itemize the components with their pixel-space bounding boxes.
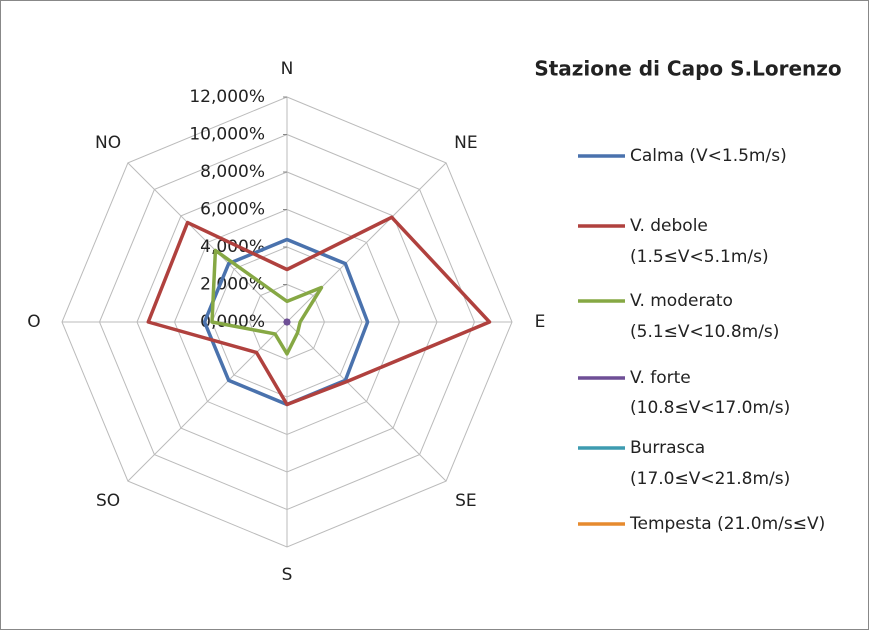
legend-label: Burrasca (17.0≤V<21.8m/s) bbox=[630, 438, 790, 489]
tick-label: 12,000% bbox=[189, 87, 265, 107]
tick-label: 10,000% bbox=[189, 125, 265, 145]
tick-label: 6,000% bbox=[200, 200, 265, 220]
tick-label: 0,000% bbox=[200, 312, 265, 332]
legend-line: V. moderato bbox=[630, 291, 733, 311]
category-label: SE bbox=[455, 491, 477, 511]
legend-line: (5.1≤V<10.8m/s) bbox=[630, 322, 779, 342]
tick-label: 8,000% bbox=[200, 162, 265, 182]
legend-line: V. debole bbox=[630, 216, 708, 236]
spoke bbox=[286, 162, 447, 323]
series-line bbox=[146, 215, 492, 407]
legend-line: Burrasca bbox=[630, 438, 705, 458]
legend-line: (17.0≤V<21.8m/s) bbox=[630, 469, 790, 489]
spoke bbox=[286, 321, 447, 482]
legend-line: (1.5≤V<5.1m/s) bbox=[630, 247, 769, 267]
spoke bbox=[127, 321, 288, 482]
category-label: N bbox=[281, 59, 294, 79]
spoke bbox=[127, 162, 288, 323]
legend-line: (10.8≤V<17.0m/s) bbox=[630, 398, 790, 418]
series-line bbox=[283, 318, 291, 326]
category-label: O bbox=[27, 312, 40, 332]
legend-label: V. debole (1.5≤V<5.1m/s) bbox=[630, 216, 769, 267]
legend-label: V. moderato (5.1≤V<10.8m/s) bbox=[630, 291, 779, 342]
chart-title: Stazione di Capo S.Lorenzo bbox=[534, 57, 841, 81]
legend-label: Tempesta (21.0m/s≤V) bbox=[629, 514, 825, 534]
legend-label: V. forte (10.8≤V<17.0m/s) bbox=[630, 368, 790, 418]
category-label: NE bbox=[454, 133, 477, 153]
category-label: NO bbox=[95, 133, 121, 153]
category-label: E bbox=[535, 312, 546, 332]
series-line bbox=[210, 248, 324, 356]
legend-label: Calma (V<1.5m/s) bbox=[630, 146, 787, 166]
category-label: S bbox=[282, 565, 293, 585]
category-label: SO bbox=[96, 491, 120, 511]
legend-line: V. forte bbox=[630, 368, 691, 388]
